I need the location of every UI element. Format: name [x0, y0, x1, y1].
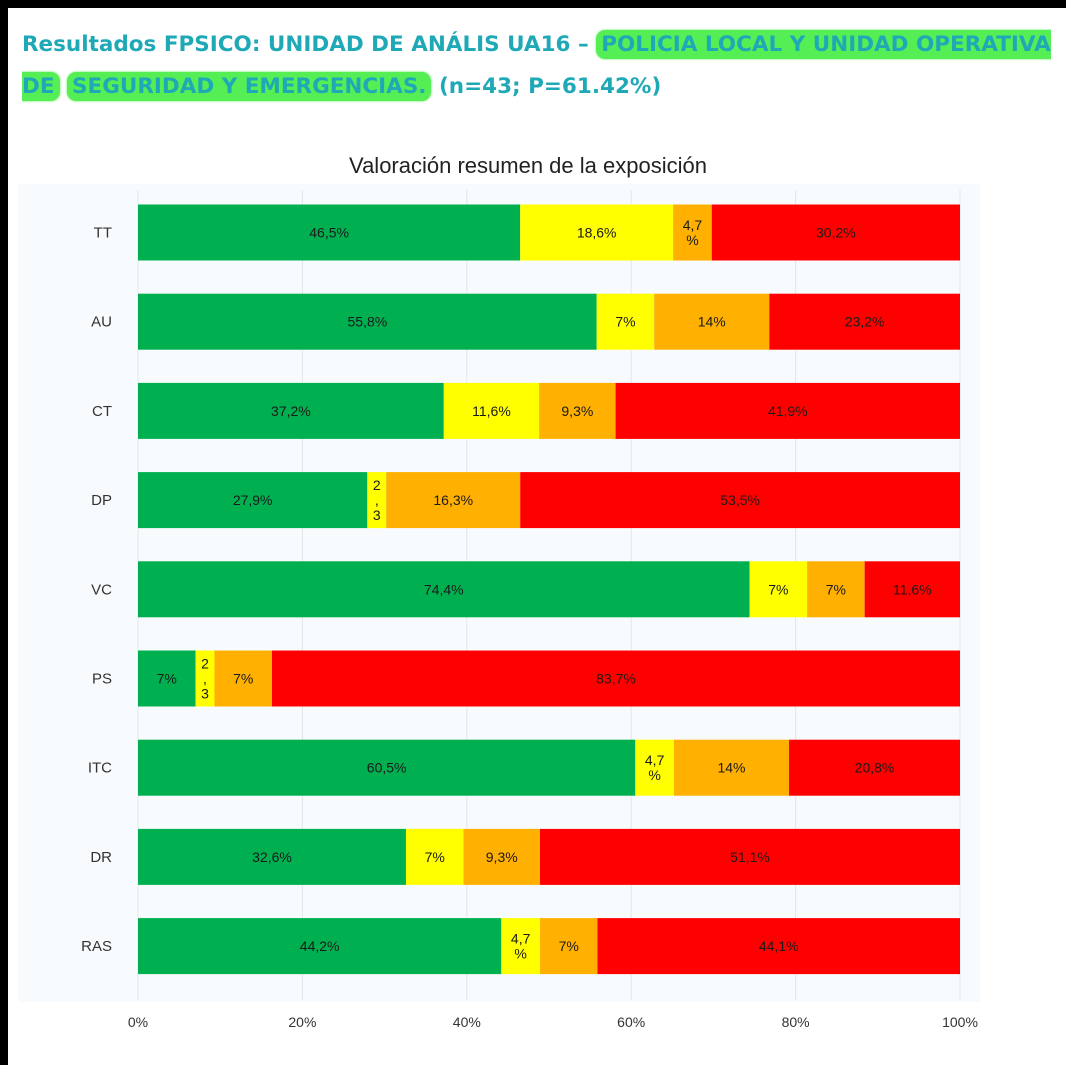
bar-segment	[711, 204, 960, 261]
bar-segment	[520, 204, 674, 261]
bar-value-label: 7%	[425, 849, 445, 865]
header-suffix: (n=43; P=61.42%)	[438, 74, 662, 99]
bar-value-label: 9,3%	[486, 849, 518, 865]
bar-segment	[271, 650, 961, 707]
bar-segment	[443, 382, 540, 439]
y-tick-label: ITC	[88, 760, 112, 777]
bar-segment	[386, 472, 521, 529]
bar-value-label: 46,5%	[309, 225, 349, 241]
bar-segment	[539, 828, 960, 885]
bar-value-label: 23,2%	[845, 314, 885, 330]
bar-value-label: 11,6%	[472, 403, 511, 419]
bar-segment	[138, 739, 636, 796]
bar-segment	[539, 918, 598, 975]
bar-segment	[615, 382, 960, 439]
bar-value-label: 41,9%	[768, 403, 808, 419]
bar-segment	[597, 918, 960, 975]
bar-segment	[138, 561, 750, 618]
bar-value-label: 55,8%	[347, 314, 387, 330]
bar-value-label: 7%	[615, 314, 635, 330]
bar-value-label: 44,1%	[759, 938, 799, 954]
y-tick-label: DR	[90, 849, 112, 866]
bar-segment	[520, 472, 960, 529]
bar-segment	[789, 739, 960, 796]
bar-value-label: 7%	[768, 581, 788, 597]
x-tick-label: 40%	[453, 1014, 481, 1030]
bar-segment	[673, 739, 790, 796]
y-tick-label: VC	[91, 581, 112, 598]
bar-segment	[214, 650, 272, 707]
bar-value-label: 51,1%	[730, 849, 770, 865]
bar-segment	[673, 204, 712, 261]
y-tick-label: PS	[92, 671, 112, 688]
bar-value-label: 7%	[233, 671, 253, 687]
bar-value-label: 60,5%	[367, 760, 407, 776]
x-tick-label: 0%	[128, 1014, 148, 1030]
y-tick-label: DP	[91, 492, 112, 509]
bar-segment	[501, 918, 540, 975]
frame-left-border	[0, 0, 8, 1065]
y-tick-label: CT	[92, 403, 112, 420]
bar-segment	[138, 204, 521, 261]
bar-value-label: 30,2%	[816, 225, 856, 241]
bar-segment	[769, 293, 960, 350]
y-tick-label: AU	[91, 314, 112, 331]
x-axis-tick-labels: 0% 20% 40% 60% 80% 100%	[128, 1014, 978, 1030]
bar-labels: 46,5% 18,6% 4,7% 30,2% 55,8% 7% 14% 23,2% 37,2% 1…	[157, 217, 932, 962]
bar-value-label: 2,3	[201, 656, 209, 702]
bar-segment	[654, 293, 770, 350]
bar-segment	[195, 650, 215, 707]
bar-segment	[138, 828, 406, 885]
bar-segment	[539, 382, 616, 439]
results-header: Resultados FPSICO: UNIDAD DE ANÁLIS UA16…	[22, 24, 1062, 108]
bar-value-label: 7%	[826, 581, 846, 597]
bar-value-label: 7%	[559, 938, 579, 954]
bar-value-label: 18,6%	[577, 225, 617, 241]
bar-segment	[635, 739, 674, 796]
bar-segment	[138, 472, 368, 529]
bar-value-label: 14%	[698, 314, 726, 330]
header-highlight-2: SEGURIDAD Y EMERGENCIAS.	[67, 72, 432, 101]
bar-segment	[138, 293, 597, 350]
bar-segment	[405, 828, 464, 885]
x-tick-label: 80%	[782, 1014, 810, 1030]
bar-value-label: 11,6%	[893, 581, 932, 597]
bar-value-label: 2,3	[373, 477, 381, 523]
bar-segment	[749, 561, 808, 618]
bar-segment	[463, 828, 540, 885]
bar-segment	[367, 472, 387, 529]
bar-segment	[138, 382, 444, 439]
bar-value-label: 32,6%	[252, 849, 292, 865]
bar-value-label: 44,2%	[300, 938, 340, 954]
x-tick-label: 100%	[942, 1014, 978, 1030]
bar-value-label: 83,7%	[596, 671, 636, 687]
bar-value-label: 7%	[157, 671, 177, 687]
bar-value-label: 53,5%	[720, 492, 760, 508]
bar-segment	[138, 918, 502, 975]
bars	[138, 204, 961, 975]
header-prefix: Resultados FPSICO: UNIDAD DE ANÁLIS UA16…	[22, 32, 589, 57]
bar-value-label: 16,3%	[433, 492, 473, 508]
y-tick-label: TT	[94, 225, 112, 242]
bar-value-label: 27,9%	[233, 492, 273, 508]
bar-value-label: 4,7%	[683, 217, 703, 248]
bar-segment	[138, 650, 196, 707]
bar-value-label: 14%	[717, 760, 745, 776]
bar-value-label: 4,7%	[511, 931, 531, 962]
bar-segment	[864, 561, 960, 618]
bar-value-label: 37,2%	[271, 403, 311, 419]
bar-segment	[807, 561, 865, 618]
frame-top-border	[0, 0, 1066, 8]
x-tick-label: 20%	[288, 1014, 316, 1030]
x-tick-label: 60%	[617, 1014, 645, 1030]
bar-value-label: 74,4%	[424, 581, 464, 597]
bar-value-label: 4,7%	[645, 752, 665, 783]
y-axis-tick-labels: TT AU CT DP VC PS ITC DR RAS	[81, 225, 112, 956]
y-tick-label: RAS	[81, 938, 112, 955]
bar-segment	[596, 293, 655, 350]
bar-value-label: 9,3%	[561, 403, 593, 419]
chart-title: Valoración resumen de la exposición	[349, 153, 707, 178]
bar-value-label: 20,8%	[855, 760, 895, 776]
